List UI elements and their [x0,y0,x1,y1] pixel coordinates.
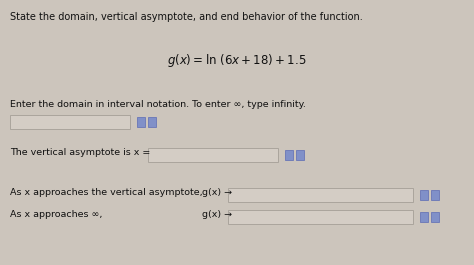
Text: As x approaches ∞,: As x approaches ∞, [10,210,102,219]
Text: State the domain, vertical asymptote, and end behavior of the function.: State the domain, vertical asymptote, an… [10,12,363,22]
FancyBboxPatch shape [148,117,156,127]
FancyBboxPatch shape [420,190,428,200]
FancyBboxPatch shape [431,212,439,222]
FancyBboxPatch shape [137,117,145,127]
FancyBboxPatch shape [228,188,413,202]
FancyBboxPatch shape [420,212,428,222]
Text: Enter the domain in interval notation. To enter ∞, type infinity.: Enter the domain in interval notation. T… [10,100,306,109]
Text: As x approaches the vertical asymptote,: As x approaches the vertical asymptote, [10,188,202,197]
FancyBboxPatch shape [148,148,278,162]
Text: g(x) →: g(x) → [202,210,232,219]
FancyBboxPatch shape [228,210,413,224]
FancyBboxPatch shape [296,150,304,160]
FancyBboxPatch shape [285,150,293,160]
Text: $g(x) = \ln\,(6x + 18) + 1.5$: $g(x) = \ln\,(6x + 18) + 1.5$ [167,52,307,69]
Text: The vertical asymptote is x =: The vertical asymptote is x = [10,148,150,157]
Text: g(x) →: g(x) → [202,188,232,197]
FancyBboxPatch shape [10,115,130,129]
FancyBboxPatch shape [431,190,439,200]
